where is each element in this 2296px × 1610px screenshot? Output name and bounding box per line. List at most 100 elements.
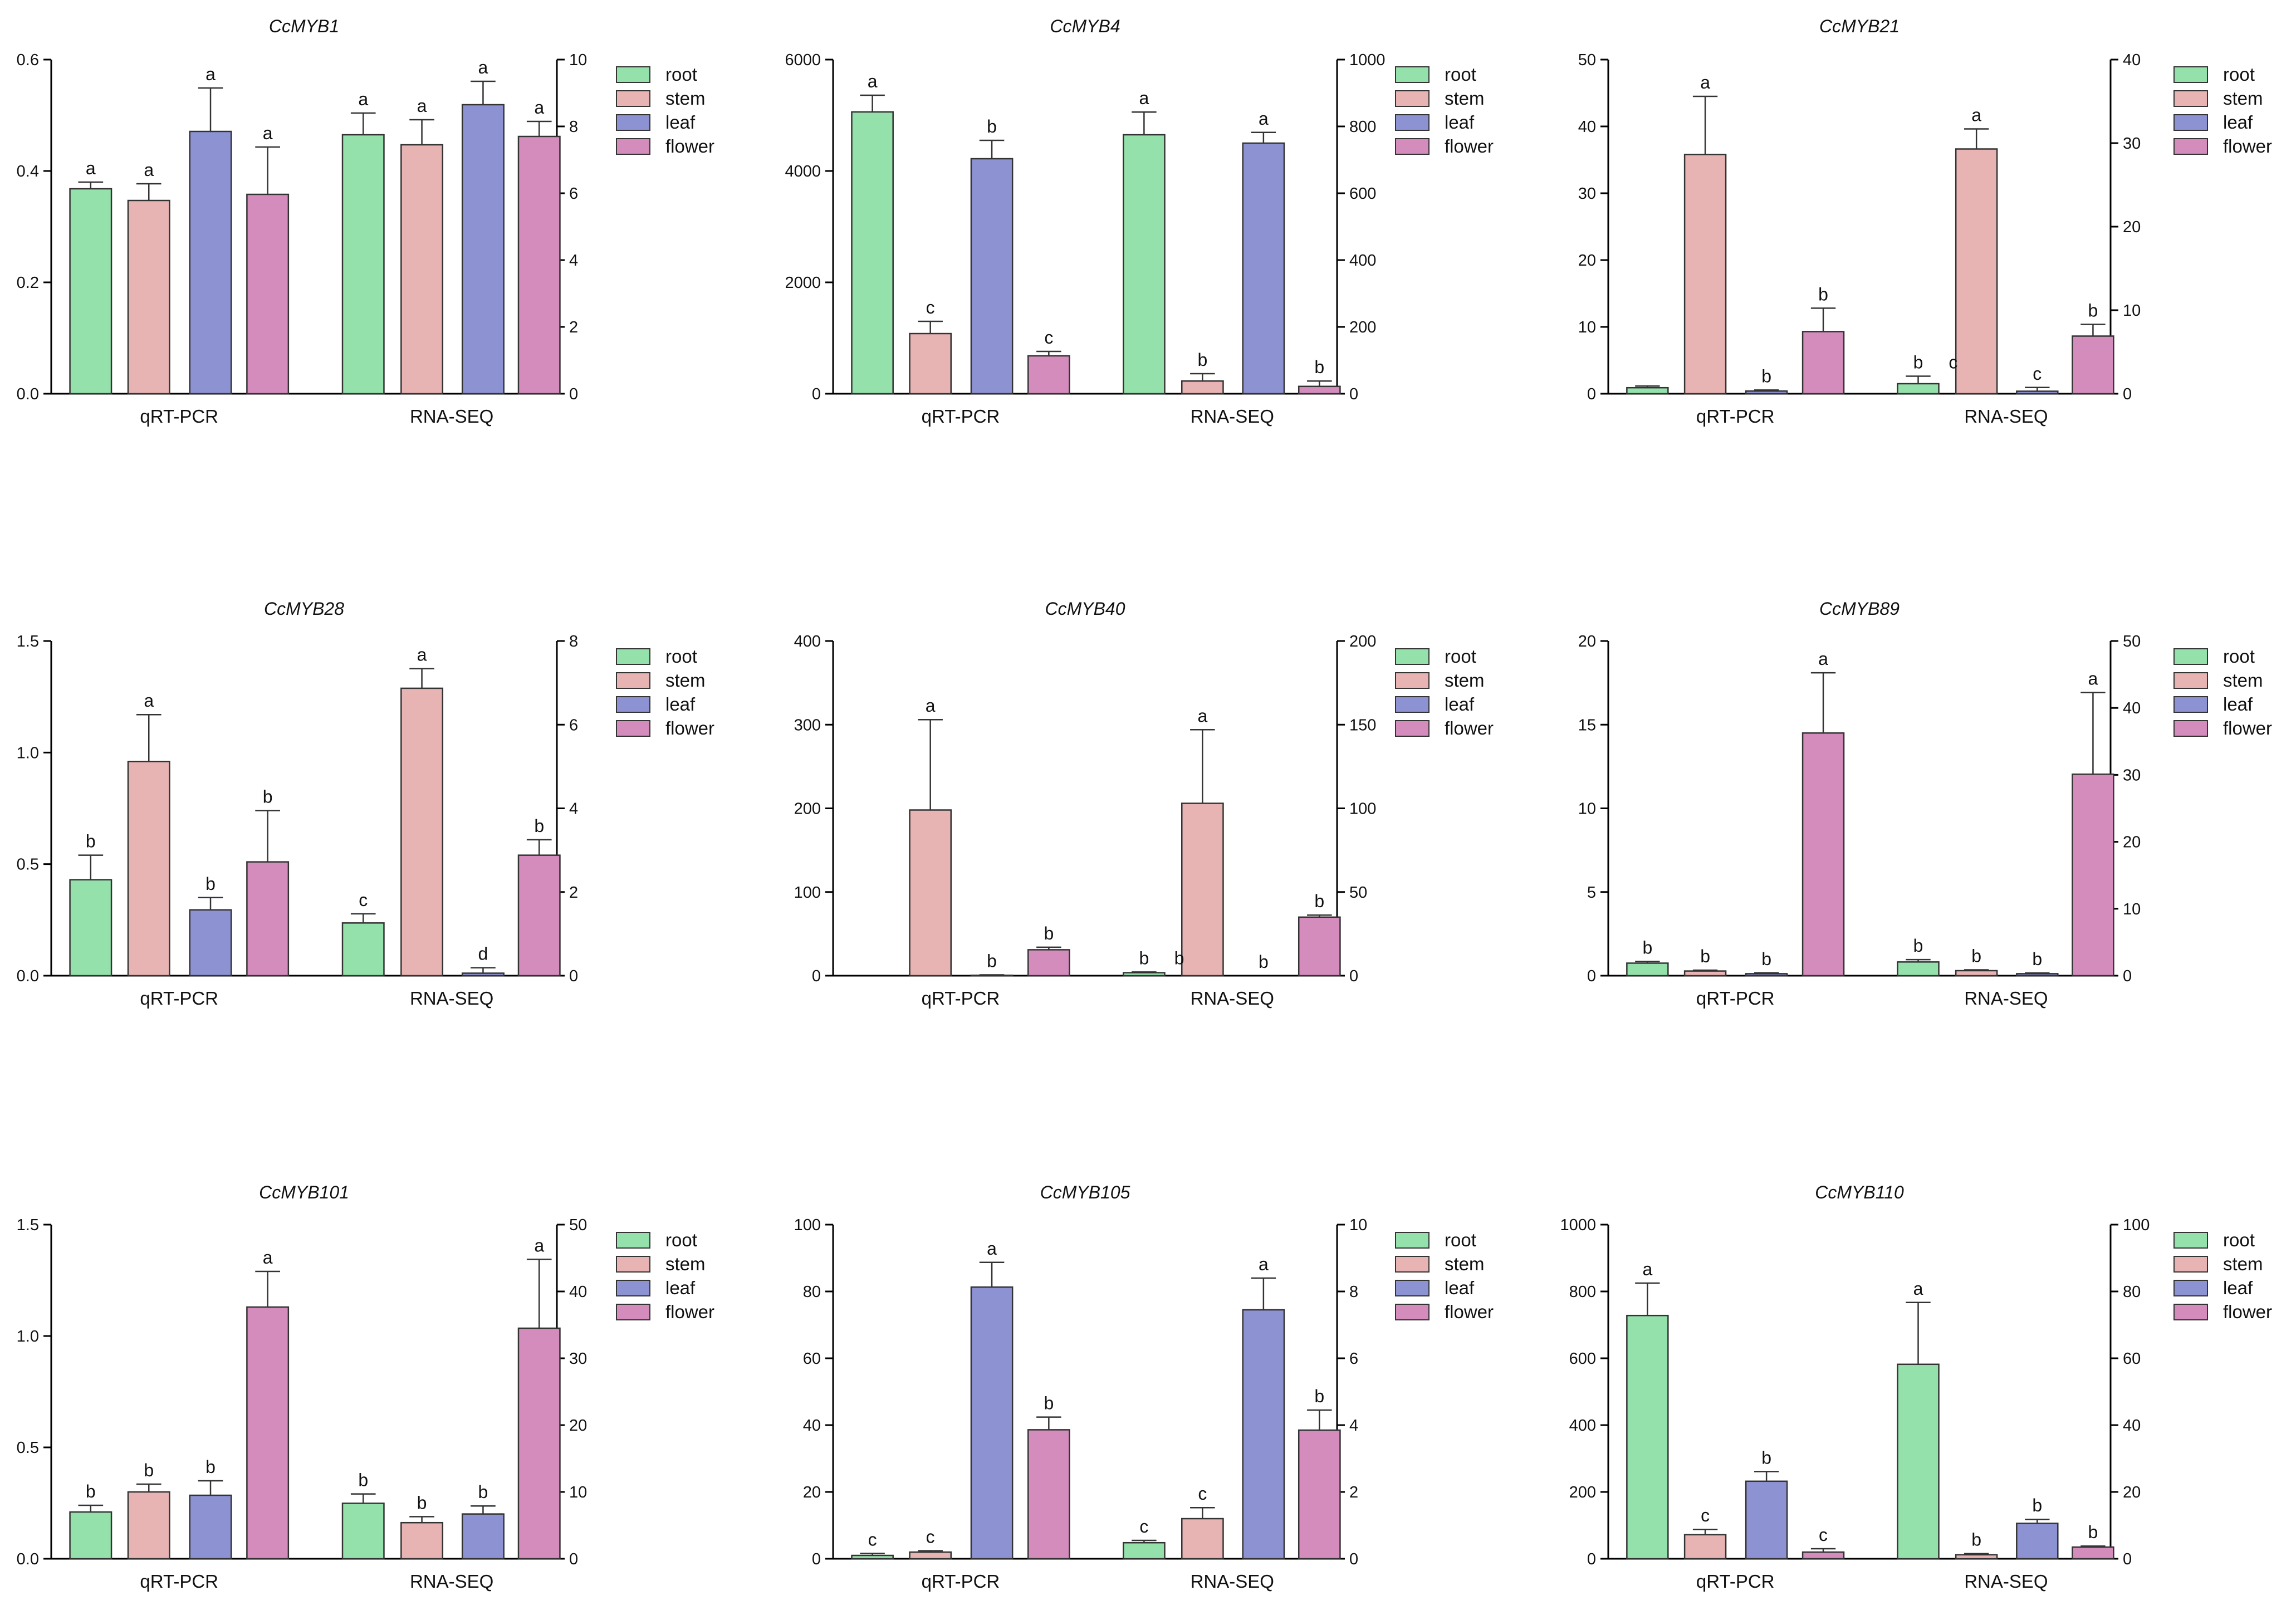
bar-flower (1298, 385, 1341, 395)
y-right-tick-label: 40 (2123, 51, 2141, 69)
bar-stem (400, 144, 444, 395)
legend-swatch-stem (1395, 90, 1430, 107)
group-label: qRT-PCR (1696, 988, 1775, 1009)
significance-letter: a (144, 160, 154, 180)
bar-leaf (1242, 1309, 1285, 1560)
legend-label-stem: stem (2223, 670, 2263, 691)
chart-panel-CcMYB1: CcMYB1 0.0 0.2 0.4 0.6 0 2 4 6 8 10 qRT-PCR RNA-SEQ a… (17, 16, 714, 427)
y-left-tick-label: 2000 (785, 274, 821, 292)
bar-flower (2072, 335, 2114, 395)
y-left-tick-label: 1.0 (17, 1328, 39, 1345)
legend: root stem leaf flower (2173, 1230, 2272, 1322)
legend-label-flower: flower (1445, 1301, 1494, 1322)
y-left-tick-label: 0.5 (17, 1439, 39, 1457)
legend-label-leaf: leaf (1445, 694, 1475, 715)
bar-stem (1683, 154, 1727, 395)
chart-title: CcMYB4 (1050, 16, 1120, 36)
significance-letter: c (2033, 364, 2042, 384)
significance-letter: b (1314, 891, 1324, 911)
group-label: qRT-PCR (1696, 1571, 1775, 1592)
y-right-tick-label: 4 (1349, 1417, 1358, 1435)
y-right-tick-label: 0 (2123, 1550, 2132, 1568)
y-right-tick-label: 6 (1349, 1350, 1358, 1368)
legend-label-root: root (1445, 64, 1476, 85)
significance-letter: a (926, 696, 936, 716)
chart-title: CcMYB28 (264, 599, 344, 619)
significance-letter: b (1044, 1393, 1054, 1413)
group-label: RNA-SEQ (410, 988, 493, 1009)
legend-label-root: root (665, 646, 697, 667)
y-right-tick-label: 2 (569, 319, 578, 336)
legend-label-root: root (1445, 1230, 1476, 1250)
y-right-tick-label: 10 (2123, 901, 2141, 918)
significance-letter: b (1818, 284, 1828, 304)
bar-root (1897, 1363, 1940, 1560)
y-left-tick-label: 80 (803, 1283, 821, 1301)
bar-root (69, 188, 112, 395)
legend-label-leaf: leaf (665, 112, 696, 133)
bar-leaf (189, 1494, 232, 1560)
y-left-tick-label: 4000 (785, 163, 821, 180)
legend-swatch-leaf (616, 114, 650, 131)
significance-letter: c (1819, 1525, 1828, 1545)
y-right-tick-label: 30 (2123, 135, 2141, 153)
y-left-tick-label: 800 (1569, 1283, 1596, 1301)
bar-stem (400, 687, 444, 977)
y-right-tick-label: 40 (2123, 699, 2141, 717)
legend-swatch-flower (616, 720, 650, 737)
y-right-tick-label: 0 (569, 967, 578, 985)
significance-letter: b (2032, 949, 2042, 969)
bar-root (1626, 1314, 1669, 1560)
legend-label-flower: flower (2223, 718, 2272, 738)
significance-letter: b (1761, 1447, 1771, 1467)
legend-label-flower: flower (1445, 718, 1494, 738)
legend-swatch-flower (1395, 720, 1430, 737)
y-left-tick-label: 0.5 (17, 856, 39, 874)
chart-title: CcMYB89 (1819, 599, 1900, 619)
bar-root (341, 1503, 385, 1560)
legend-swatch-root (616, 1232, 650, 1249)
legend-label-flower: flower (665, 1301, 714, 1322)
bar-flower (2072, 1546, 2114, 1560)
bar-leaf (1745, 973, 1788, 977)
y-right-tick-label: 50 (2123, 633, 2141, 650)
significance-letter: a (478, 57, 488, 77)
bar-stem (909, 809, 952, 977)
significance-letter: b (1971, 946, 1981, 966)
legend: root stem leaf flower (2173, 64, 2272, 156)
significance-letter: a (987, 1239, 997, 1259)
y-right-tick-label: 20 (2123, 218, 2141, 236)
legend-swatch-leaf (1395, 696, 1430, 713)
significance-letter: b (1314, 357, 1324, 377)
legend-swatch-leaf (2173, 114, 2208, 131)
bar-stem (1181, 802, 1224, 977)
chart-panel-CcMYB40: CcMYB40 0 100 200 300 400 0 50 100 150 200 qRT-PCR R… (794, 599, 1494, 1009)
significance-letter: a (534, 97, 544, 118)
group-label: RNA-SEQ (1964, 1571, 2048, 1592)
bar-stem (1955, 970, 1998, 977)
y-left-tick-label: 400 (794, 633, 821, 650)
legend-label-leaf: leaf (2223, 112, 2253, 133)
significance-letter: b (1971, 1530, 1981, 1550)
legend-label-stem: stem (665, 88, 706, 109)
y-right-tick-label: 4 (569, 800, 578, 818)
y-left-tick-label: 1.5 (17, 633, 39, 650)
chart-title: CcMYB105 (1040, 1182, 1130, 1202)
legend-swatch-root (616, 648, 650, 665)
y-right-tick-label: 0 (2123, 385, 2132, 403)
significance-letter: a (1259, 1254, 1269, 1274)
significance-letter: b (2032, 1495, 2042, 1515)
significance-letter: c (926, 1527, 935, 1547)
significance-letter: a (1139, 88, 1149, 108)
legend-swatch-root (2173, 66, 2208, 83)
legend-swatch-flower (1395, 1304, 1430, 1320)
bar-stem (1955, 148, 1998, 395)
y-left-tick-label: 0 (1587, 1550, 1596, 1568)
y-right-tick-label: 0 (1349, 385, 1358, 403)
bar-flower (1298, 1429, 1341, 1560)
chart-panel-CcMYB89: CcMYB89 0 5 10 15 20 0 10 20 30 40 50 qRT-PCR RNA-SEQ… (1578, 599, 2272, 1009)
legend-swatch-leaf (2173, 696, 2208, 713)
y-left-tick-label: 6000 (785, 51, 821, 69)
legend-label-leaf: leaf (665, 694, 696, 715)
